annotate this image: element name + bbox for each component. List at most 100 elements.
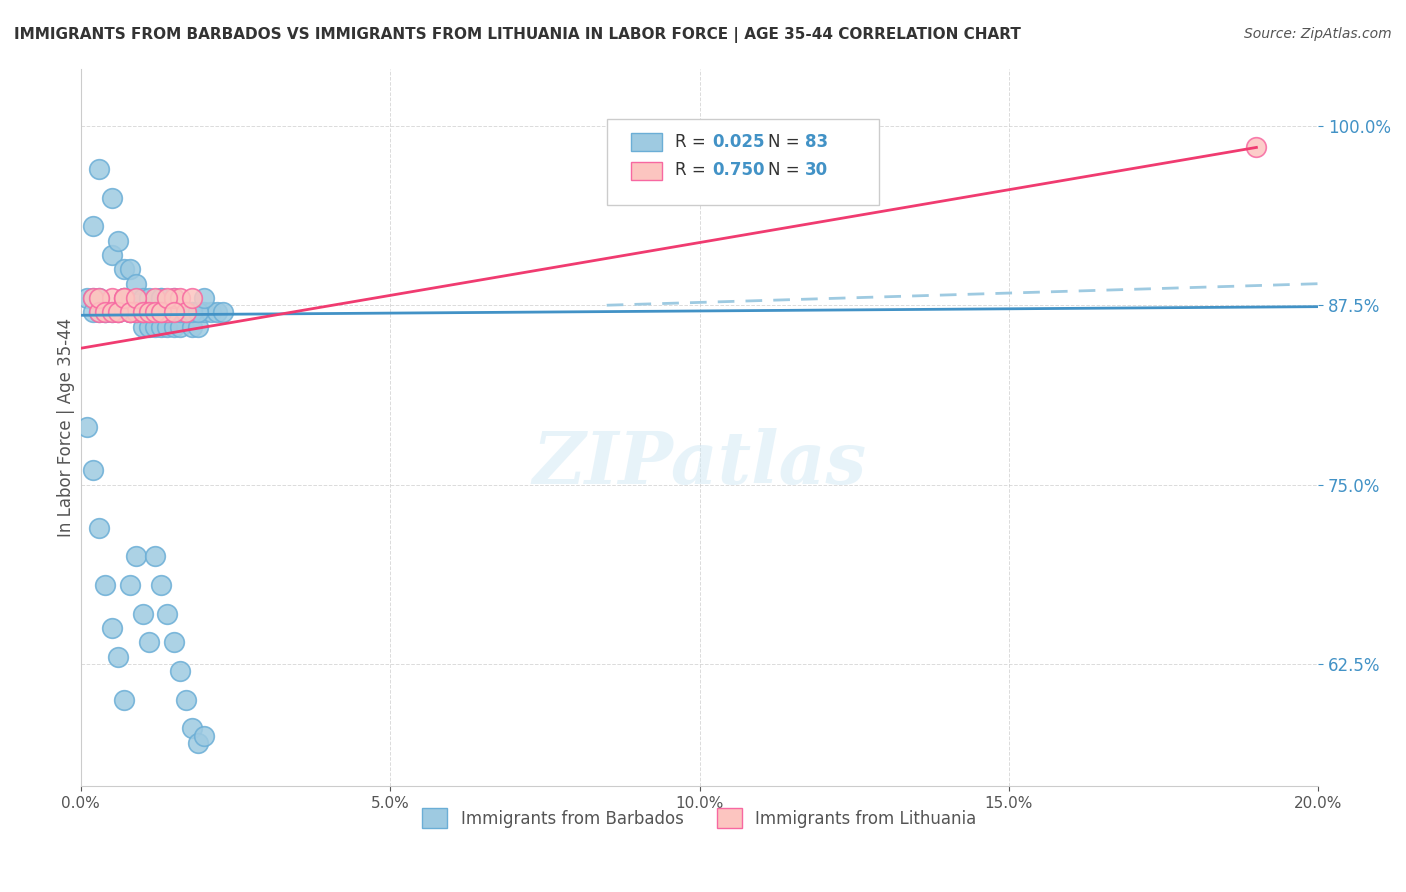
Point: [181, 291, 204, 305]
Point: [112, 291, 135, 305]
Point: [156, 305, 179, 319]
Point: [82, 291, 104, 305]
Point: [138, 305, 160, 319]
Point: [174, 305, 197, 319]
Point: [150, 319, 173, 334]
Point: [112, 291, 135, 305]
Point: [82, 463, 104, 477]
Point: [162, 305, 184, 319]
Point: [89, 291, 111, 305]
Point: [174, 305, 197, 319]
Point: [76, 291, 98, 305]
Point: [187, 736, 209, 750]
Legend: Immigrants from Barbados, Immigrants from Lithuania: Immigrants from Barbados, Immigrants fro…: [416, 801, 983, 835]
Point: [131, 291, 153, 305]
Point: [156, 607, 179, 621]
Text: 30: 30: [804, 161, 828, 179]
Text: R =: R =: [675, 161, 711, 179]
Point: [156, 291, 179, 305]
Point: [107, 305, 129, 319]
Point: [150, 291, 173, 305]
Point: [174, 692, 197, 706]
Point: [120, 305, 142, 319]
Point: [193, 729, 215, 743]
Point: [143, 305, 166, 319]
Point: [89, 291, 111, 305]
Point: [169, 291, 191, 305]
Point: [138, 305, 160, 319]
Point: [187, 319, 209, 334]
Point: [107, 305, 129, 319]
Bar: [631, 133, 662, 151]
Point: [125, 305, 148, 319]
Point: [94, 578, 117, 592]
Point: [169, 305, 191, 319]
Point: [89, 305, 111, 319]
Point: [120, 305, 142, 319]
Point: [131, 305, 153, 319]
Point: [120, 305, 142, 319]
Point: [125, 305, 148, 319]
Text: ZIPatlas: ZIPatlas: [533, 427, 866, 499]
Point: [107, 234, 129, 248]
Point: [76, 420, 98, 434]
Point: [138, 305, 160, 319]
Point: [156, 305, 179, 319]
Point: [150, 305, 173, 319]
Point: [150, 291, 173, 305]
Point: [100, 621, 122, 635]
Y-axis label: In Labor Force | Age 35-44: In Labor Force | Age 35-44: [58, 318, 75, 537]
Point: [125, 291, 148, 305]
Point: [169, 305, 191, 319]
Point: [162, 291, 184, 305]
Point: [82, 219, 104, 234]
Point: [138, 319, 160, 334]
Point: [150, 578, 173, 592]
Point: [1246, 140, 1268, 154]
Point: [100, 191, 122, 205]
Point: [174, 305, 197, 319]
Point: [193, 305, 215, 319]
Point: [174, 305, 197, 319]
Point: [89, 305, 111, 319]
Point: [143, 319, 166, 334]
Text: N =: N =: [768, 161, 804, 179]
Text: 0.025: 0.025: [711, 133, 765, 151]
Point: [131, 319, 153, 334]
Point: [143, 549, 166, 564]
Point: [162, 305, 184, 319]
Point: [162, 635, 184, 649]
Point: [112, 291, 135, 305]
Point: [131, 305, 153, 319]
Point: [89, 161, 111, 176]
Point: [120, 578, 142, 592]
Point: [89, 520, 111, 534]
Point: [181, 722, 204, 736]
Point: [112, 262, 135, 277]
Point: [193, 291, 215, 305]
Point: [150, 305, 173, 319]
Point: [120, 262, 142, 277]
Point: [138, 291, 160, 305]
Point: [131, 607, 153, 621]
Point: [156, 319, 179, 334]
Point: [162, 305, 184, 319]
Point: [82, 291, 104, 305]
Point: [100, 305, 122, 319]
Point: [181, 305, 204, 319]
Point: [212, 305, 235, 319]
Point: [150, 305, 173, 319]
Point: [143, 305, 166, 319]
Point: [125, 277, 148, 291]
Text: Source: ZipAtlas.com: Source: ZipAtlas.com: [1244, 27, 1392, 41]
Text: 83: 83: [804, 133, 828, 151]
Point: [200, 305, 222, 319]
Point: [138, 305, 160, 319]
Point: [143, 305, 166, 319]
Point: [94, 305, 117, 319]
Point: [94, 305, 117, 319]
Point: [138, 635, 160, 649]
Point: [100, 305, 122, 319]
Point: [187, 305, 209, 319]
Point: [162, 319, 184, 334]
